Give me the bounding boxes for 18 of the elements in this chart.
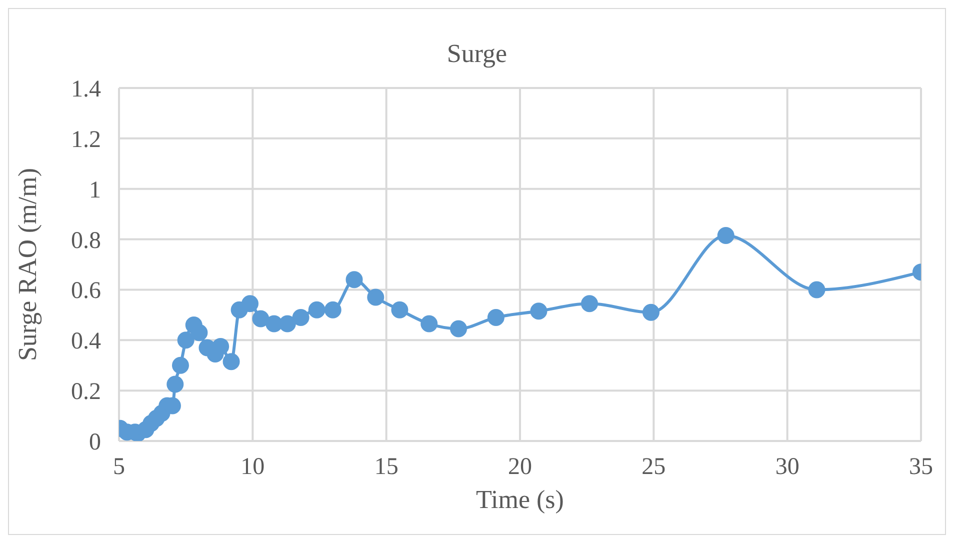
x-tick-label: 10 xyxy=(240,454,265,480)
y-tick-label: 1.2 xyxy=(71,126,101,153)
x-tick-label: 20 xyxy=(508,454,532,480)
chart-title: Surge xyxy=(446,39,508,69)
y-tick-label: 1 xyxy=(89,177,101,204)
x-tick-label: 35 xyxy=(909,454,933,480)
x-tick-label: 15 xyxy=(374,454,398,480)
y-tick-label: 0.6 xyxy=(71,278,101,304)
y-axis-title: Surge RAO (m/m) xyxy=(13,168,42,362)
y-tick-label: 0 xyxy=(89,430,101,456)
x-tick-label: 5 xyxy=(113,454,125,480)
y-tick-label: 1.4 xyxy=(71,76,101,103)
y-tick-label: 0.8 xyxy=(71,228,101,254)
x-axis-title: Time (s) xyxy=(476,485,564,514)
x-tick-label: 30 xyxy=(775,454,800,480)
y-tick-label: 0.2 xyxy=(71,379,101,406)
y-tick-label: 0.4 xyxy=(71,328,101,355)
x-tick-label: 25 xyxy=(642,454,666,480)
